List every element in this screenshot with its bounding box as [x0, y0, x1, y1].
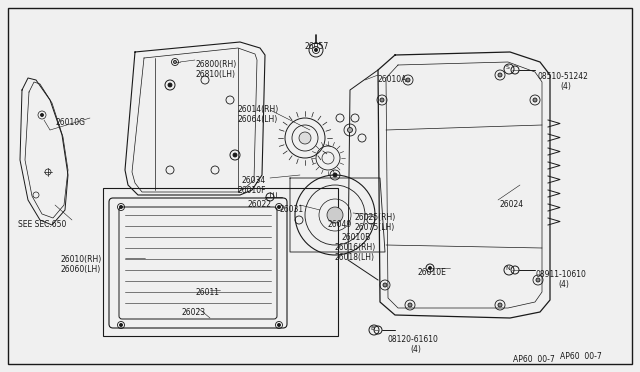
Text: 08120-61610: 08120-61610 [388, 335, 439, 344]
Text: 26010B: 26010B [342, 233, 371, 242]
Text: 26031: 26031 [280, 205, 304, 214]
Text: S: S [506, 65, 510, 70]
Text: 26022: 26022 [248, 200, 272, 209]
Text: 26010E: 26010E [418, 268, 447, 277]
Text: 26016(RH): 26016(RH) [335, 243, 376, 252]
Circle shape [120, 324, 122, 327]
Circle shape [498, 73, 502, 77]
Circle shape [168, 83, 172, 87]
Text: 26075(LH): 26075(LH) [355, 223, 396, 232]
Text: 26800(RH): 26800(RH) [195, 60, 236, 69]
Text: 26025(RH): 26025(RH) [355, 213, 396, 222]
Circle shape [383, 283, 387, 287]
Circle shape [333, 173, 337, 177]
Circle shape [536, 278, 540, 282]
Circle shape [299, 132, 311, 144]
Text: 26810(LH): 26810(LH) [195, 70, 235, 79]
Text: (4): (4) [560, 82, 571, 91]
Text: 26057: 26057 [305, 42, 329, 51]
Circle shape [327, 207, 343, 223]
Text: 26034: 26034 [242, 176, 266, 185]
Text: 08510-51242: 08510-51242 [538, 72, 589, 81]
Circle shape [348, 128, 353, 132]
Text: 26060(LH): 26060(LH) [60, 265, 100, 274]
Bar [103, 188, 338, 336]
Circle shape [40, 113, 44, 116]
Text: 26018(LH): 26018(LH) [335, 253, 375, 262]
Circle shape [233, 153, 237, 157]
Text: 26010G: 26010G [55, 118, 85, 127]
Text: (4): (4) [558, 280, 569, 289]
Circle shape [429, 266, 431, 269]
Text: 26010F: 26010F [238, 186, 266, 195]
Circle shape [314, 48, 317, 51]
Text: AP60  00-7: AP60 00-7 [513, 355, 555, 364]
Text: B: B [371, 326, 375, 331]
Circle shape [406, 78, 410, 82]
Circle shape [278, 324, 280, 327]
Circle shape [278, 205, 280, 208]
Text: AP60  00-7: AP60 00-7 [560, 352, 602, 361]
Text: 26024: 26024 [500, 200, 524, 209]
Text: 26011: 26011 [195, 288, 219, 297]
Text: 26023: 26023 [182, 308, 206, 317]
Text: SEE SEC.650: SEE SEC.650 [18, 220, 67, 229]
Circle shape [408, 303, 412, 307]
Text: 26064(LH): 26064(LH) [237, 115, 277, 124]
Text: 26014(RH): 26014(RH) [237, 105, 278, 114]
Text: 26049: 26049 [328, 220, 352, 229]
Text: 08911-10610: 08911-10610 [536, 270, 587, 279]
Text: (4): (4) [410, 345, 421, 354]
Circle shape [120, 205, 122, 208]
Text: 26010(RH): 26010(RH) [60, 255, 101, 264]
Text: N: N [506, 266, 510, 271]
Text: 26010A: 26010A [378, 75, 408, 84]
Circle shape [498, 303, 502, 307]
Circle shape [380, 98, 384, 102]
Circle shape [533, 98, 537, 102]
Circle shape [173, 61, 177, 64]
